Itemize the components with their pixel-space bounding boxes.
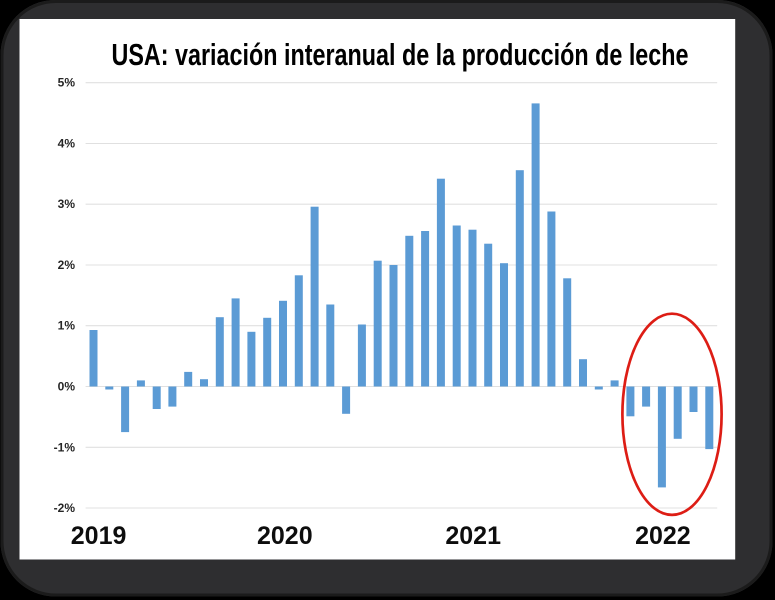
svg-text:3%: 3% bbox=[58, 197, 76, 211]
svg-text:5%: 5% bbox=[58, 76, 76, 90]
svg-text:-2%: -2% bbox=[54, 501, 76, 515]
svg-text:1%: 1% bbox=[58, 319, 76, 333]
svg-text:2020: 2020 bbox=[257, 522, 313, 550]
svg-text:USA: variación interanual de l: USA: variación interanual de la producci… bbox=[112, 37, 689, 72]
svg-text:0%: 0% bbox=[58, 380, 76, 394]
svg-text:-1%: -1% bbox=[54, 440, 76, 454]
svg-text:2%: 2% bbox=[58, 258, 76, 272]
svg-text:2022: 2022 bbox=[635, 522, 691, 550]
svg-text:4%: 4% bbox=[58, 137, 76, 151]
svg-text:2019: 2019 bbox=[71, 522, 127, 550]
svg-text:2021: 2021 bbox=[445, 522, 501, 550]
